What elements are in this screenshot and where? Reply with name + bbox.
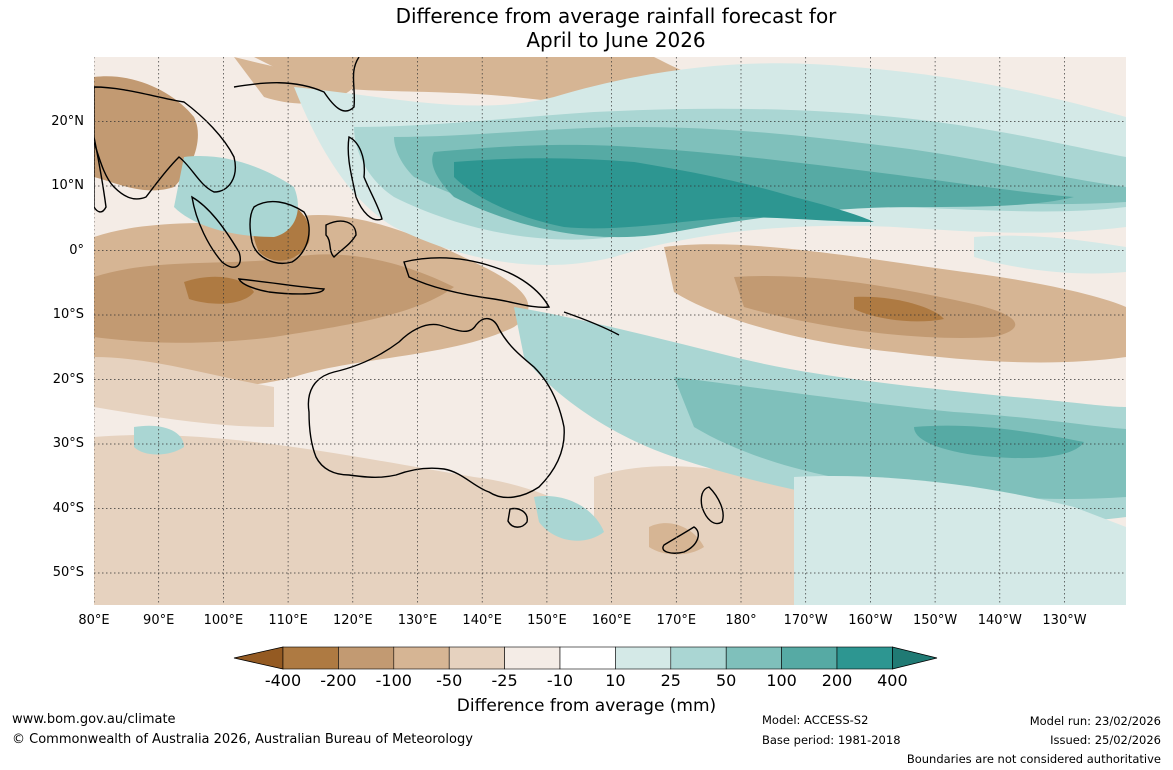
- sumatra-outline: [191, 195, 241, 268]
- indochina-outline: [94, 86, 236, 200]
- coastlines: [94, 57, 724, 554]
- gridlines: [94, 57, 1126, 605]
- latitude-label: 20°S: [52, 371, 84, 387]
- dry-southern-ocean: [94, 435, 654, 605]
- longitude-label: 150°W: [913, 613, 958, 628]
- latitude-label: 0°: [69, 242, 84, 258]
- longitude-label: 170°E: [656, 613, 697, 628]
- base-period-text: Base period: 1981-2018: [762, 733, 901, 747]
- colorbar-segment: [725, 646, 782, 670]
- longitude-label: 130°E: [397, 613, 438, 628]
- wet-indian-ocean-south: [134, 425, 184, 455]
- wet-warm-pool-peak: [454, 158, 874, 229]
- colorbar-tick-label: -100: [375, 671, 412, 690]
- latitude-label: 10°S: [52, 307, 84, 322]
- colorbar-tick-label: -50: [436, 671, 463, 690]
- colorbar-segment: [836, 646, 893, 670]
- colorbar-segment: [504, 646, 561, 670]
- latitude-label: 40°S: [52, 500, 84, 516]
- colorbar-segment: [559, 646, 616, 670]
- colorbar-tick-label: 25: [660, 671, 681, 690]
- longitude-label: 90°E: [143, 613, 175, 628]
- solomon-islands-outline: [563, 311, 620, 336]
- longitude-label: 150°E: [527, 613, 567, 628]
- rainfall-anomaly-map: [94, 57, 1126, 605]
- longitude-label: 140°W: [977, 613, 1022, 628]
- dry-indian-ocean-peak: [184, 276, 254, 304]
- longitude-label: 160°W: [848, 613, 893, 628]
- model-text: Model: ACCESS-S2: [762, 713, 869, 727]
- colorbar-tick-label: -25: [491, 671, 518, 690]
- colorbar-segment: [282, 646, 339, 670]
- longitude-label: 80°E: [78, 613, 110, 628]
- colorbar-tick-label: 100: [766, 671, 797, 690]
- colorbar-segment: [338, 646, 395, 670]
- title-line-2: April to June 2026: [526, 28, 706, 52]
- issued-text: Issued: 25/02/2026: [1050, 733, 1161, 747]
- tasmania-outline: [507, 507, 528, 528]
- latitude-label: 30°S: [52, 436, 84, 451]
- dry-central-pacific-peak: [854, 296, 944, 322]
- website-link[interactable]: www.bom.gov.au/climate: [12, 712, 176, 727]
- dry-indian-ocean-core: [94, 254, 454, 343]
- china-coast-outline: [233, 57, 360, 112]
- colorbar-tick-label: 200: [821, 671, 853, 690]
- longitude-label: 100°E: [203, 613, 244, 628]
- wet-south-pacific-convergence-peak: [914, 425, 1084, 459]
- longitude-label: 180°: [725, 613, 757, 628]
- colorbar-segment: [781, 646, 838, 670]
- wet-tasman-sea: [534, 496, 604, 541]
- australia-outline: [307, 318, 565, 499]
- colorbar: [233, 646, 938, 670]
- new-zealand-north-outline: [700, 486, 724, 525]
- colorbar-segment: [448, 646, 505, 670]
- new-zealand-south-outline: [662, 526, 700, 554]
- colorbar-segment: [393, 646, 450, 670]
- longitude-label: 140°E: [462, 613, 502, 628]
- wet-south-pacific-convergence-core: [674, 377, 1126, 499]
- borneo-outline: [249, 200, 310, 264]
- colorbar-title: Difference from average (mm): [456, 696, 717, 716]
- model-run-text: Model run: 23/02/2026: [1029, 714, 1161, 728]
- latitude-label: 10°N: [51, 178, 84, 193]
- colorbar-tick-label: -200: [320, 671, 357, 690]
- colorbar-tick-label: 10: [605, 671, 626, 690]
- wet-east-pacific-equatorial: [974, 235, 1126, 274]
- colorbar-arrow-left: [233, 646, 284, 670]
- colorbar-segment: [615, 646, 672, 670]
- latitude-label: 50°S: [52, 565, 84, 580]
- colorbar-tick-label: 400: [877, 671, 908, 690]
- colorbar-tick-label: -400: [264, 671, 302, 690]
- colorbar-segment: [670, 646, 727, 670]
- sulawesi-outline: [325, 220, 357, 258]
- philippines-outline: [347, 135, 383, 221]
- colorbar-arrow-right: [892, 646, 938, 670]
- dry-indian-ocean-south: [94, 357, 274, 427]
- longitude-label: 160°E: [591, 613, 632, 628]
- longitude-label: 120°E: [333, 613, 373, 628]
- disclaimer-text: Boundaries are not considered authoritat…: [906, 752, 1161, 766]
- copyright-text: © Commonwealth of Australia 2026, Austra…: [12, 732, 473, 747]
- longitude-label: 130°W: [1042, 613, 1087, 628]
- colorbar-tick-label: -10: [546, 671, 574, 690]
- longitude-label: 170°W: [783, 613, 828, 628]
- java-outline: [237, 278, 325, 295]
- wet-maritime-continent: [174, 156, 298, 237]
- new-guinea-outline: [403, 257, 551, 309]
- title-line-1: Difference from average rainfall forecas…: [395, 4, 837, 28]
- map-title: Difference from average rainfall forecas…: [0, 4, 1173, 52]
- india-sri-lanka-outline: [94, 136, 107, 213]
- longitude-label: 110°E: [268, 613, 308, 628]
- colorbar-tick-label: 50: [716, 671, 737, 690]
- latitude-label: 20°N: [51, 113, 84, 129]
- dry-indochina: [94, 76, 198, 191]
